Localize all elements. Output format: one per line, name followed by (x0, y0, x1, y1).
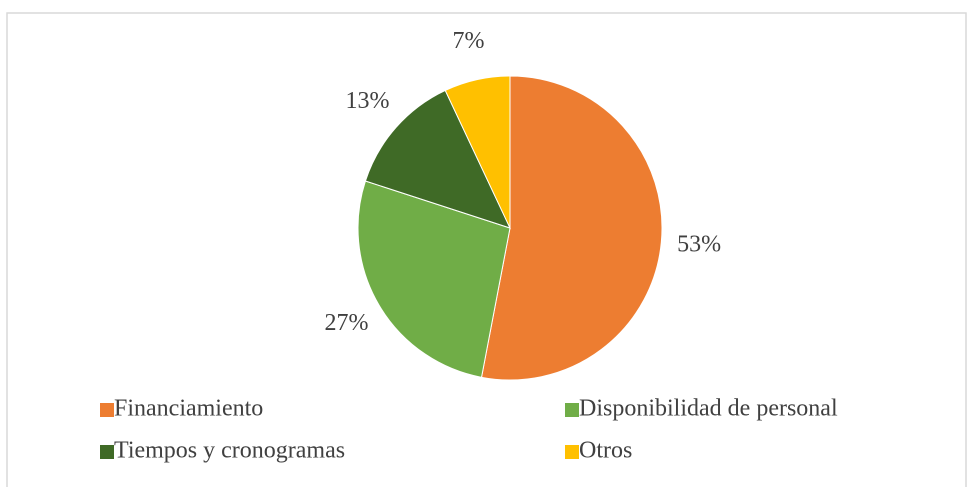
data-label: 13% (345, 88, 389, 114)
legend-swatch (565, 403, 579, 417)
legend-swatch (100, 445, 114, 459)
legend-label: Otros (579, 438, 632, 464)
data-label: 53% (677, 231, 721, 257)
legend-label: Disponibilidad de personal (579, 396, 838, 422)
data-label: 7% (453, 28, 485, 54)
pie-slice (480, 75, 663, 381)
chart-frame (6, 12, 967, 487)
data-label: 27% (324, 310, 368, 336)
pie-slice (357, 180, 511, 378)
legend-label: Tiempos y cronogramas (114, 438, 345, 464)
legend-swatch (100, 403, 114, 417)
pie-slice (444, 75, 511, 229)
legend-swatch (565, 445, 579, 459)
pie-slice (364, 89, 511, 229)
legend-label: Financiamiento (114, 396, 263, 422)
